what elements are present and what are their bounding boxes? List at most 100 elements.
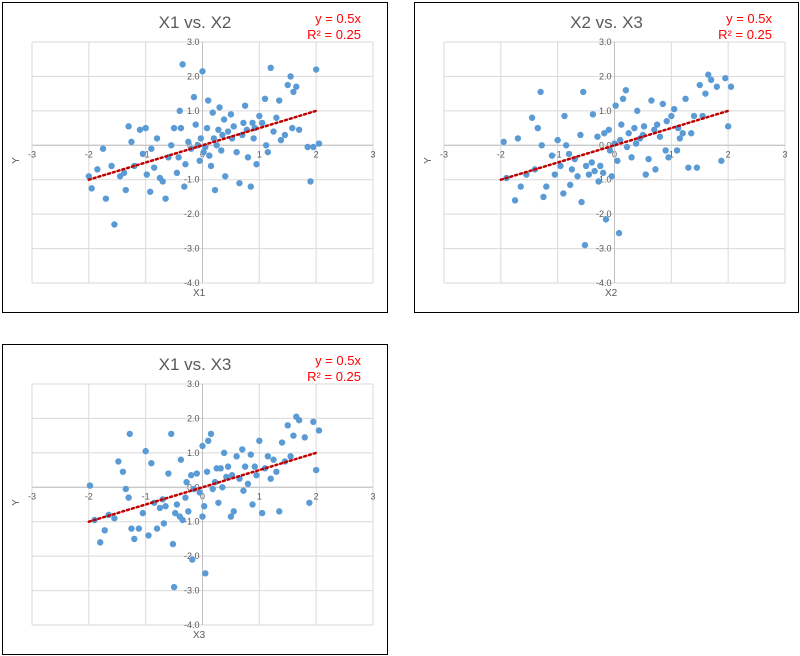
data-point: [537, 88, 544, 96]
data-point: [601, 130, 608, 137]
data-point: [250, 135, 257, 142]
data-point: [177, 456, 185, 463]
data-point: [619, 95, 627, 103]
data-point: [591, 167, 598, 175]
x-tick-label: 1: [257, 149, 262, 159]
data-point: [577, 131, 584, 139]
y-tick-label: -3.0: [184, 244, 200, 254]
data-point: [618, 121, 625, 128]
data-point: [203, 468, 211, 475]
data-point: [173, 169, 181, 177]
data-point: [120, 169, 128, 177]
data-point: [602, 216, 610, 223]
data-point: [128, 138, 135, 146]
data-point: [239, 446, 246, 453]
chart-plot: -3-2-101233.02.01.00.0-1.0-2.0-3.0-4.0: [28, 37, 376, 288]
data-point: [207, 430, 215, 438]
x-tick-label: 1: [257, 491, 262, 501]
data-point: [240, 119, 247, 127]
x-tick-label: 2: [314, 149, 319, 159]
data-point: [615, 229, 623, 237]
data-point: [267, 475, 274, 482]
chart-plot: -3-2-101233.02.01.00.0-1.0-2.0-3.0-4.0: [28, 379, 376, 630]
data-point: [176, 107, 183, 115]
data-point: [656, 133, 664, 140]
y-tick-label: 1.0: [187, 448, 200, 458]
data-point: [185, 508, 192, 515]
data-point: [94, 166, 101, 173]
data-point: [247, 183, 255, 190]
x-tick-label: -3: [440, 149, 448, 159]
data-point: [249, 119, 256, 127]
data-point: [192, 121, 199, 128]
y-axis-title: Y: [10, 499, 22, 506]
data-point: [211, 186, 219, 194]
data-point: [97, 539, 104, 546]
data-point: [312, 466, 320, 474]
data-point: [220, 449, 228, 457]
data-point: [189, 556, 196, 563]
data-point: [185, 138, 192, 146]
data-point: [543, 183, 550, 190]
data-point: [230, 123, 237, 130]
x-tick-label: 3: [370, 491, 375, 501]
data-point: [628, 154, 635, 161]
trendline-r2: R² = 0.25: [718, 27, 772, 42]
data-point: [203, 124, 211, 132]
y-tick-label: -2.0: [596, 209, 612, 219]
data-point: [284, 422, 291, 429]
chart-title: X1 vs. X3: [158, 355, 232, 374]
data-point: [173, 501, 181, 508]
data-point: [247, 451, 255, 458]
data-point: [614, 157, 621, 164]
data-point: [560, 190, 567, 197]
trendline-equation: y = 0.5x: [726, 11, 772, 26]
data-point: [111, 221, 118, 228]
chart-plot: -3-2-101233.02.01.00.0-1.0-2.0-3.0-4.0: [440, 37, 788, 288]
data-point: [670, 105, 678, 113]
data-point: [640, 123, 648, 130]
y-tick-label: 3.0: [187, 379, 200, 389]
data-point: [722, 74, 729, 82]
data-point: [128, 525, 135, 532]
data-point: [244, 480, 252, 488]
data-point: [653, 121, 661, 128]
data-point: [548, 152, 556, 159]
data-point: [599, 169, 607, 177]
data-point: [196, 489, 203, 496]
data-point: [233, 148, 240, 156]
data-point: [240, 487, 247, 494]
data-point: [168, 430, 175, 438]
data-point: [125, 123, 132, 130]
data-point: [668, 112, 675, 120]
y-tick-label: 3.0: [187, 37, 200, 47]
data-point: [538, 142, 545, 149]
data-point: [148, 145, 155, 152]
data-point: [170, 124, 178, 132]
x-tick-label: -1: [554, 149, 562, 159]
data-point: [181, 183, 188, 190]
data-point: [99, 145, 107, 152]
data-point: [663, 117, 670, 125]
data-point: [220, 116, 228, 123]
data-point: [581, 241, 589, 249]
x-tick-label: -3: [28, 491, 36, 501]
y-tick-label: -4.0: [184, 620, 200, 630]
data-point: [202, 570, 209, 577]
data-point: [284, 81, 291, 89]
data-point: [276, 508, 283, 515]
data-point: [219, 484, 226, 491]
data-point: [685, 164, 692, 171]
data-point: [511, 197, 519, 204]
data-point: [696, 81, 703, 89]
data-point: [578, 198, 585, 206]
data-point: [101, 527, 108, 534]
y-tick-label: 2.0: [599, 71, 612, 81]
x-tick-label: 2: [314, 491, 319, 501]
data-point: [224, 463, 232, 470]
data-point: [634, 107, 641, 115]
data-point: [102, 195, 110, 202]
trendline-r2: R² = 0.25: [307, 27, 361, 42]
data-point: [662, 147, 669, 154]
data-point: [566, 181, 574, 189]
